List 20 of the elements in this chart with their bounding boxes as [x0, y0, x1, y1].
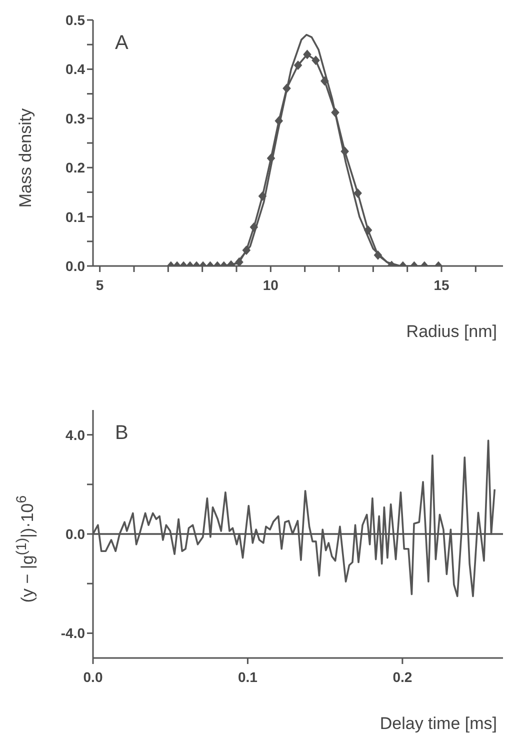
- x-axis-title: Delay time [ms]: [380, 714, 497, 734]
- x-tick-label: 5: [96, 276, 104, 293]
- x-tick-label: 10: [262, 276, 279, 293]
- y-tick-label: 0.4: [66, 61, 86, 78]
- annotation: B: [115, 422, 128, 445]
- y-tick-label: 0.2: [66, 160, 86, 176]
- y-tick-label: 0.1: [66, 208, 86, 225]
- x-tick-label: 0.0: [83, 668, 103, 685]
- y-tick-label: 0.5: [66, 12, 86, 28]
- y-tick-label: -4.0: [60, 625, 86, 642]
- y-tick-label: 0.3: [66, 110, 86, 126]
- y-tick-label: 0.0: [66, 258, 86, 274]
- y-tick-label: 4.0: [66, 426, 86, 443]
- x-axis-title: Radius [nm]: [406, 322, 497, 342]
- y-tick-label: 0.0: [66, 526, 86, 542]
- annotation: A: [115, 32, 128, 55]
- y-axis-title: Mass density: [16, 108, 36, 208]
- x-tick-label: 0.2: [392, 668, 412, 685]
- x-tick-label: 15: [434, 276, 450, 293]
- x-tick-label: 0.1: [238, 668, 258, 685]
